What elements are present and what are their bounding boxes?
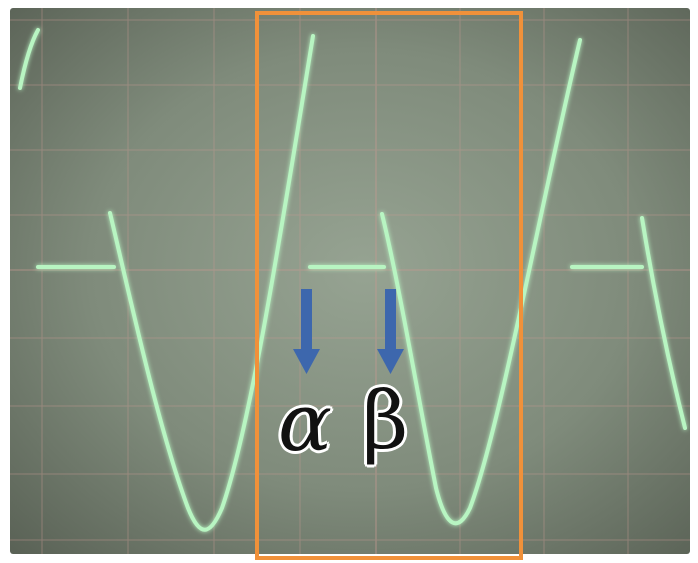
highlight-box xyxy=(255,11,523,560)
arrow-beta-icon xyxy=(377,289,404,374)
waveform-trace xyxy=(18,28,687,532)
alpha-label: α xyxy=(278,376,333,469)
screen-drawing xyxy=(10,8,690,554)
beta-label: β xyxy=(362,374,409,467)
trace-segment-right-edge xyxy=(640,216,687,430)
graticule-grid xyxy=(10,8,690,554)
trace-cycle-2 xyxy=(380,38,582,526)
trace-cycle-1 xyxy=(108,34,315,532)
oscilloscope-screen xyxy=(10,8,690,554)
trace-segment-left-edge xyxy=(18,28,40,90)
arrow-alpha-icon xyxy=(293,289,320,374)
